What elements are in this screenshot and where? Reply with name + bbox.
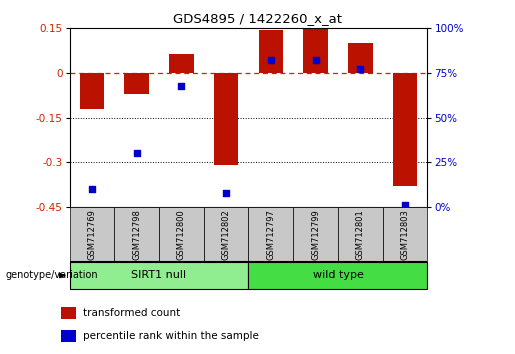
Text: GSM712800: GSM712800 [177,209,186,260]
Bar [70,207,114,262]
Bar [159,207,204,262]
Point [177,83,185,88]
Bar [248,207,293,262]
Text: GSM712797: GSM712797 [266,209,276,260]
Text: genotype/variation: genotype/variation [5,270,98,280]
Text: GSM712802: GSM712802 [221,209,231,260]
Bar [61,307,76,319]
Point [267,58,275,63]
Bar [169,54,194,73]
Text: wild type: wild type [313,270,364,280]
Text: transformed count: transformed count [83,308,180,318]
Bar [293,207,338,262]
Point [401,202,409,208]
Point [312,58,320,63]
Bar [348,43,373,73]
Point [88,187,96,192]
Bar [303,29,328,73]
Text: GSM712799: GSM712799 [311,209,320,260]
Point [132,151,141,156]
Point [356,67,365,72]
Bar [114,207,159,262]
Text: GSM712801: GSM712801 [356,209,365,260]
Bar [61,330,76,342]
Bar [259,30,283,73]
Point [222,190,230,196]
Bar [248,262,427,289]
Text: GSM712803: GSM712803 [401,209,409,260]
Bar [214,73,238,165]
Text: GDS4895 / 1422260_x_at: GDS4895 / 1422260_x_at [173,12,342,25]
Text: SIRT1 null: SIRT1 null [131,270,186,280]
Text: percentile rank within the sample: percentile rank within the sample [83,331,259,341]
Bar [204,207,248,262]
Bar [383,207,427,262]
Text: GSM712769: GSM712769 [88,209,96,260]
Bar [338,207,383,262]
Bar [80,73,104,109]
Bar [124,73,149,94]
Text: GSM712798: GSM712798 [132,209,141,260]
Bar [393,73,417,186]
Bar [70,262,248,289]
